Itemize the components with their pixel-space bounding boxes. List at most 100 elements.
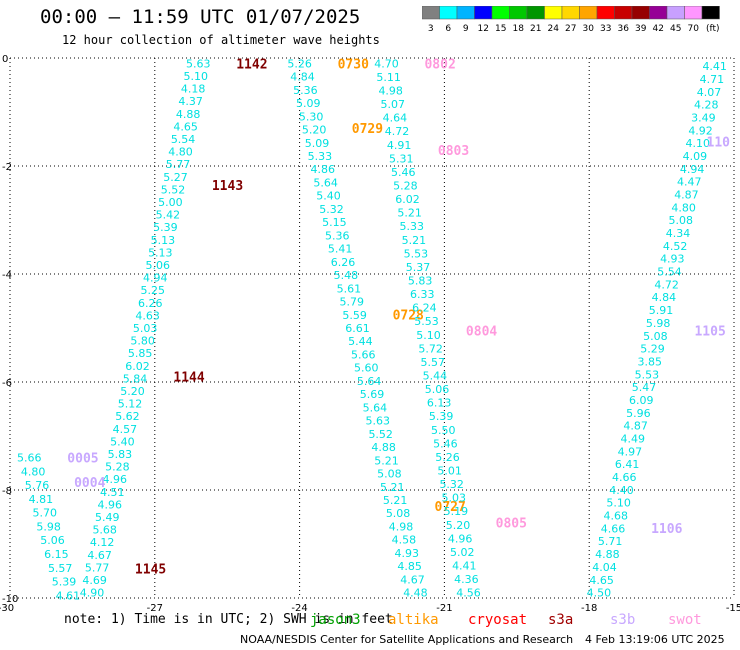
y-tick-label: -6 <box>2 378 12 389</box>
colorbar-label: 18 <box>513 24 525 34</box>
swh-value-label: 4.63 <box>135 309 160 322</box>
swh-value-label: 4.70 <box>374 57 399 70</box>
swh-value-label: 5.66 <box>17 452 42 465</box>
swh-value-label: 5.32 <box>439 478 464 491</box>
colorbar-swatch <box>701 6 720 20</box>
legend-item-s3b: s3b <box>610 612 636 628</box>
swh-value-label: 4.65 <box>589 574 614 587</box>
colorbar-label: 9 <box>463 24 469 34</box>
swh-value-label: 5.64 <box>313 176 338 189</box>
swh-value-label: 4.71 <box>700 73 725 86</box>
swh-value-label: 6.15 <box>44 548 69 561</box>
colorbar-label: 45 <box>670 24 681 34</box>
swh-value-label: 5.36 <box>325 229 350 242</box>
swh-value-label: 4.41 <box>702 60 727 73</box>
swh-value-label: 5.30 <box>299 110 324 123</box>
swh-value-label: 4.12 <box>90 536 115 549</box>
swh-value-label: 4.94 <box>680 163 705 176</box>
swh-value-label: 5.07 <box>381 98 406 111</box>
swh-value-label: 5.20 <box>120 385 145 398</box>
swh-value-label: 4.87 <box>623 420 648 433</box>
swh-value-label: 4.97 <box>618 445 643 458</box>
swh-value-label: 5.53 <box>635 368 660 381</box>
swh-value-label: 5.03 <box>442 492 467 505</box>
time-marker-label: 0803 <box>438 144 469 159</box>
swh-value-label: 5.42 <box>156 209 181 222</box>
swh-value-label: 4.72 <box>385 125 410 138</box>
swh-value-label: 4.56 <box>456 587 481 600</box>
swh-value-label: 5.40 <box>316 190 341 203</box>
swh-value-label: 4.81 <box>29 493 54 506</box>
time-marker-label: 0804 <box>466 325 497 340</box>
swh-value-label: 5.76 <box>25 479 50 492</box>
swh-value-label: 5.29 <box>640 343 665 356</box>
y-tick-label: -8 <box>2 486 12 497</box>
swh-value-label: 6.33 <box>410 288 435 301</box>
swh-value-label: 4.65 <box>173 120 198 133</box>
swh-value-label: 5.66 <box>351 348 376 361</box>
time-marker-label: 1143 <box>212 179 243 194</box>
swh-value-label: 6.41 <box>615 458 640 471</box>
legend-item-s3a: s3a <box>548 612 574 628</box>
swh-value-label: 5.06 <box>146 259 171 272</box>
colorbar-label: 36 <box>618 24 630 34</box>
swh-value-label: 5.27 <box>163 171 188 184</box>
swh-value-label: 5.69 <box>360 388 385 401</box>
swh-value-label: 4.92 <box>688 124 713 137</box>
swh-value-label: 5.01 <box>437 464 462 477</box>
swh-value-label: 5.31 <box>389 152 414 165</box>
swh-value-label: 4.88 <box>595 548 620 561</box>
swh-value-label: 4.96 <box>103 473 128 486</box>
swh-value-label: 5.47 <box>632 381 657 394</box>
swh-value-label: 5.48 <box>334 269 359 282</box>
swh-value-label: 5.00 <box>158 196 183 209</box>
time-marker-label: 110 <box>707 136 731 151</box>
swh-value-label: 3.49 <box>691 111 716 124</box>
time-marker-label: 0005 <box>67 452 98 467</box>
time-marker-label: 0730 <box>338 57 369 72</box>
swh-value-label: 4.84 <box>652 291 677 304</box>
x-tick-label: -18 <box>581 603 597 614</box>
colorbar-label: 27 <box>565 24 576 34</box>
swh-value-label: 6.02 <box>395 193 420 206</box>
swh-value-label: 4.98 <box>389 520 414 533</box>
colorbar-label: 33 <box>600 24 611 34</box>
swh-value-label: 5.83 <box>108 448 133 461</box>
x-tick-label: -24 <box>291 603 307 614</box>
swh-value-label: 4.04 <box>592 561 617 574</box>
y-tick-label: -10 <box>2 594 18 605</box>
page-title: 00:00 – 11:59 UTC 01/07/2025 <box>40 6 361 28</box>
swh-value-label: 5.59 <box>342 309 367 322</box>
swh-value-label: 5.39 <box>429 410 454 423</box>
swh-value-label: 4.36 <box>454 573 479 586</box>
x-tick-label: -15 <box>726 603 740 614</box>
swh-value-label: 5.41 <box>328 243 353 256</box>
swh-value-label: 5.91 <box>649 304 674 317</box>
legend-item-swot: swot <box>668 612 702 628</box>
swh-value-label: 5.02 <box>450 546 475 559</box>
swh-value-label: 4.67 <box>87 549 112 562</box>
swh-value-label: 5.21 <box>397 207 422 220</box>
time-marker-label: 0805 <box>496 516 527 531</box>
swh-value-label: 5.40 <box>110 435 135 448</box>
swh-value-label: 5.33 <box>399 220 424 233</box>
swh-value-label: 4.85 <box>397 560 422 573</box>
swh-value-label: 5.10 <box>183 70 208 83</box>
swh-value-label: 5.70 <box>33 507 58 520</box>
swh-value-label: 4.96 <box>448 532 473 545</box>
time-marker-label: 0004 <box>74 476 105 491</box>
swh-value-label: 5.52 <box>368 428 393 441</box>
swh-value-label: 5.09 <box>305 137 330 150</box>
swh-value-label: 5.21 <box>402 234 427 247</box>
footer-note: note: 1) Time is in UTC; 2) SWH is in fe… <box>64 612 393 627</box>
swh-value-label: 6.61 <box>345 322 370 335</box>
y-tick-label: -4 <box>2 270 12 281</box>
time-marker-label: 0727 <box>435 500 466 515</box>
swh-value-label: 5.64 <box>357 375 382 388</box>
swh-value-label: 4.51 <box>100 486 125 499</box>
time-marker-label: 1142 <box>236 57 267 72</box>
swh-value-label: 5.36 <box>293 84 318 97</box>
chart-subtitle: 12 hour collection of altimeter wave hei… <box>62 33 380 47</box>
swh-value-label: 5.08 <box>377 468 402 481</box>
colorbar-label: 3 <box>428 24 434 34</box>
